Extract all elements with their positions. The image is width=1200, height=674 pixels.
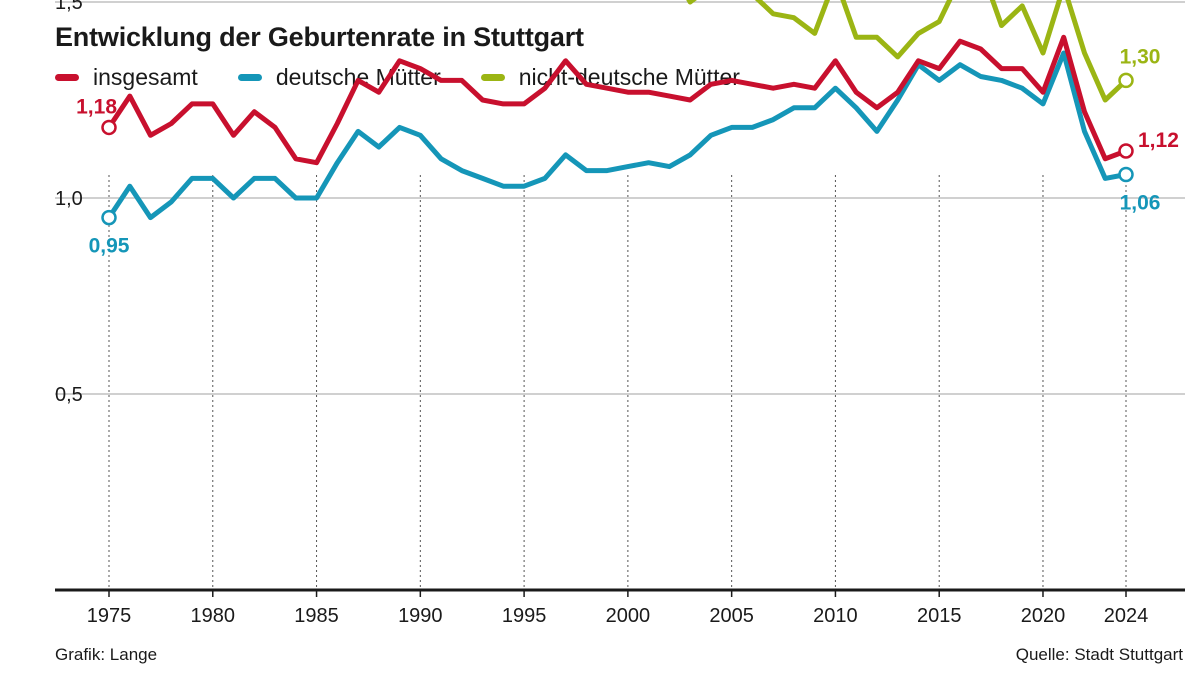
graphic-credit: Grafik: Lange (55, 645, 158, 664)
series-endpoint-deutsche-muetter (101, 209, 117, 226)
x-tick-label: 2020 (1021, 605, 1066, 627)
series-line-deutsche-muetter (106, 50, 1129, 221)
y-tick-label: 1,0 (55, 188, 83, 210)
x-tick-label: 1980 (191, 605, 236, 627)
y-tick-label: 0,5 (55, 384, 83, 406)
data-label-deutsche-end: 1,06 (1120, 191, 1161, 214)
x-tick-label: 2005 (709, 605, 754, 627)
series-endpoint-deutsche-muetter (1118, 166, 1134, 183)
line-chart: 0,51,01,52,01975198019851990199520002005… (55, 0, 1185, 627)
x-tick-label: 1990 (398, 605, 443, 627)
chart-title: Entwicklung der Geburtenrate in Stuttgar… (55, 22, 584, 52)
y-tick-label: 1,5 (55, 0, 83, 14)
x-tick-label: 2010 (813, 605, 858, 627)
series-endpoint-insgesamt (101, 119, 117, 136)
x-tick-label: 2015 (917, 605, 962, 627)
series-line-insgesamt (106, 34, 1129, 166)
series-endpoint-insgesamt (1118, 143, 1134, 159)
legend-swatch-nicht-deutsche-muetter (480, 74, 505, 81)
x-tick-label: 1985 (294, 605, 339, 627)
series-endpoint-nicht-deutsche-muetter (1118, 72, 1134, 89)
data-label-deutsche-start: 0,95 (89, 235, 130, 258)
legend-label-insgesamt: insgesamt (93, 64, 198, 90)
legend-item-insgesamt: insgesamt (55, 64, 198, 91)
data-source: Quelle: Stadt Stuttgart (1015, 645, 1183, 664)
x-tick-label: 1995 (502, 605, 547, 627)
data-label-insgesamt-start: 1,18 (76, 95, 117, 118)
data-label-insgesamt-end: 1,12 (1138, 129, 1179, 152)
legend-swatch-deutsche-muetter (237, 74, 262, 81)
legend-item-nicht-deutsche-muetter: nicht-deutsche Mütter (480, 64, 740, 91)
x-tick-label: 2000 (606, 605, 651, 627)
x-tick-label: 1975 (87, 605, 132, 627)
x-tick-label: 2024 (1104, 605, 1149, 627)
data-label-nicht-deutsche-end: 1,30 (1120, 45, 1161, 68)
legend-swatch-insgesamt (55, 74, 79, 81)
series-line-nicht-deutsche-muetter (686, 0, 1129, 103)
